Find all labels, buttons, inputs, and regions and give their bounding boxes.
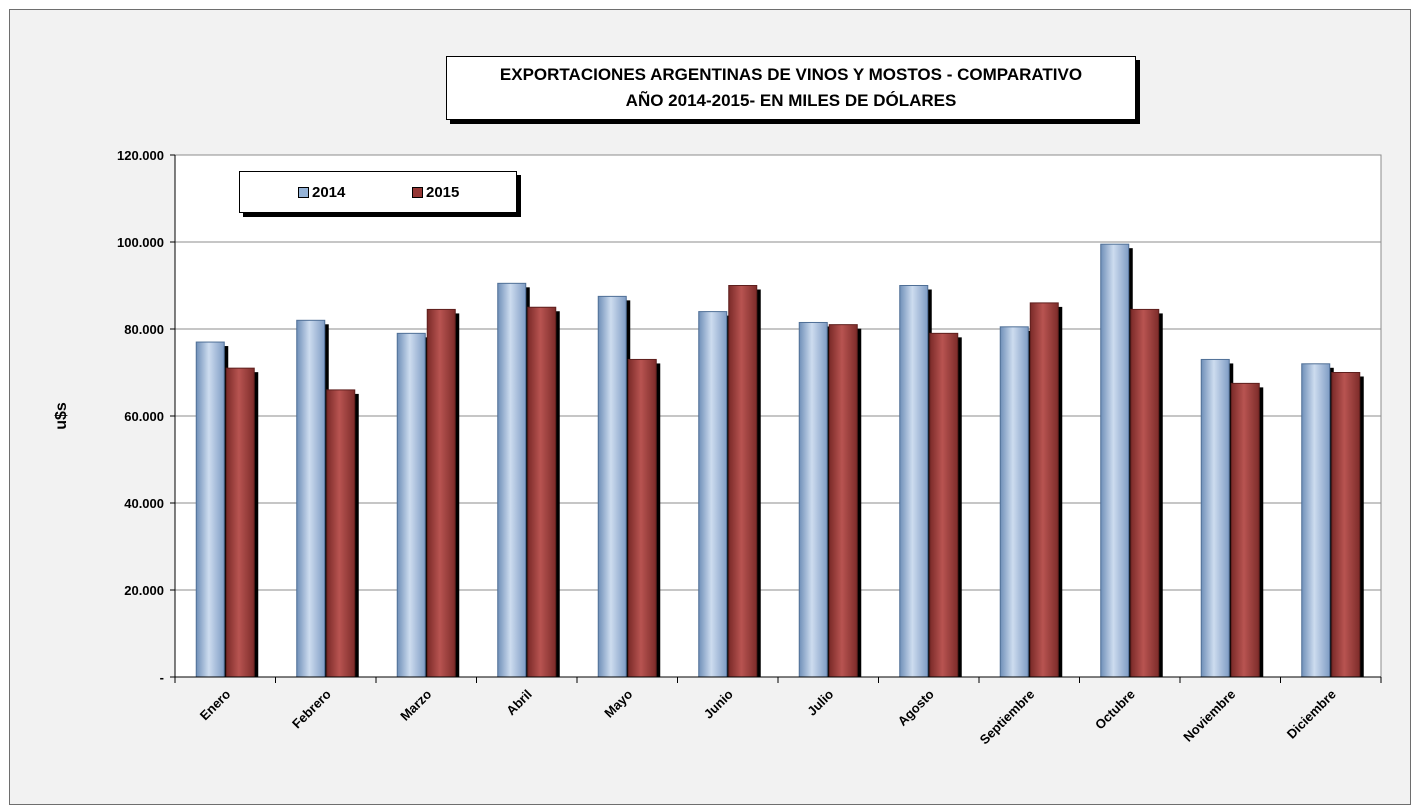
x-tick-label: Agosto	[895, 686, 937, 728]
y-tick-label: 120.000	[117, 148, 164, 163]
bar-2015-enero	[225, 367, 255, 678]
bar-2015-agosto	[929, 332, 959, 678]
x-tick-label: Abril	[503, 687, 535, 719]
bar-2015-octubre	[1130, 308, 1160, 678]
bar-2014-enero	[195, 341, 225, 678]
bar-2015-septiembre	[1029, 302, 1059, 678]
legend: 2014 2015	[239, 171, 517, 213]
y-tick-label: 20.000	[124, 583, 164, 598]
y-tick-label: 80.000	[124, 322, 164, 337]
x-tick-label: Julio	[804, 686, 836, 718]
legend-item-2014: 2014	[298, 184, 345, 201]
bar-2015-junio	[728, 285, 758, 678]
y-tick-label: 40.000	[124, 496, 164, 511]
chart-title: EXPORTACIONES ARGENTINAS DE VINOS Y MOST…	[499, 65, 1083, 84]
bars	[195, 243, 1364, 678]
bar-2014-agosto	[899, 285, 929, 678]
x-tick-label: Octubre	[1092, 687, 1138, 733]
bar-2014-abril	[497, 282, 527, 678]
x-tick-label: Febrero	[289, 686, 334, 731]
bar-2014-marzo	[396, 332, 426, 678]
x-tick-label: Marzo	[397, 686, 434, 723]
legend-label-2014: 2014	[312, 184, 346, 201]
bar-2015-abril	[527, 306, 557, 678]
bar-2015-marzo	[426, 308, 456, 678]
bar-2014-septiembre	[999, 326, 1029, 678]
y-tick-label: 60.000	[124, 409, 164, 424]
bar-2014-diciembre	[1301, 363, 1331, 678]
chart-title-box: EXPORTACIONES ARGENTINAS DE VINOS Y MOST…	[446, 56, 1136, 120]
y-tick-label: -	[160, 670, 164, 685]
legend-swatch-2015	[412, 187, 423, 198]
bar-2014-julio	[798, 321, 828, 678]
bar-2014-junio	[698, 311, 728, 678]
bar-2015-febrero	[326, 389, 356, 678]
x-tick-label: Diciembre	[1284, 687, 1339, 742]
bar-2015-julio	[828, 324, 858, 678]
bar-2015-noviembre	[1230, 382, 1260, 678]
x-axis-ticks: Enero Febrero Marzo Abril Mayo Junio Julio Agos…	[174, 677, 1382, 748]
x-tick-label: Enero	[197, 686, 234, 723]
bar-2014-noviembre	[1200, 358, 1230, 678]
x-tick-label: Junio	[701, 686, 736, 721]
bar-2015-diciembre	[1331, 372, 1361, 678]
legend-item-2015: 2015	[412, 184, 459, 201]
y-axis-label: u$s	[53, 402, 70, 430]
legend-label-2015: 2015	[426, 184, 460, 201]
bar-2015-mayo	[627, 358, 657, 678]
x-tick-label: Mayo	[601, 686, 635, 720]
y-tick-label: 100.000	[117, 235, 164, 250]
bar-2014-octubre	[1100, 243, 1130, 678]
bar-2014-febrero	[296, 319, 326, 678]
x-tick-label: Noviembre	[1180, 687, 1238, 745]
legend-swatch-2014	[298, 187, 309, 198]
bar-2014-mayo	[597, 295, 627, 678]
gridlines	[175, 154, 1381, 591]
x-tick-label: Septiembre	[977, 687, 1038, 748]
chart-subtitle: AÑO 2014-2015- EN MILES DE DÓLARES	[625, 91, 957, 110]
